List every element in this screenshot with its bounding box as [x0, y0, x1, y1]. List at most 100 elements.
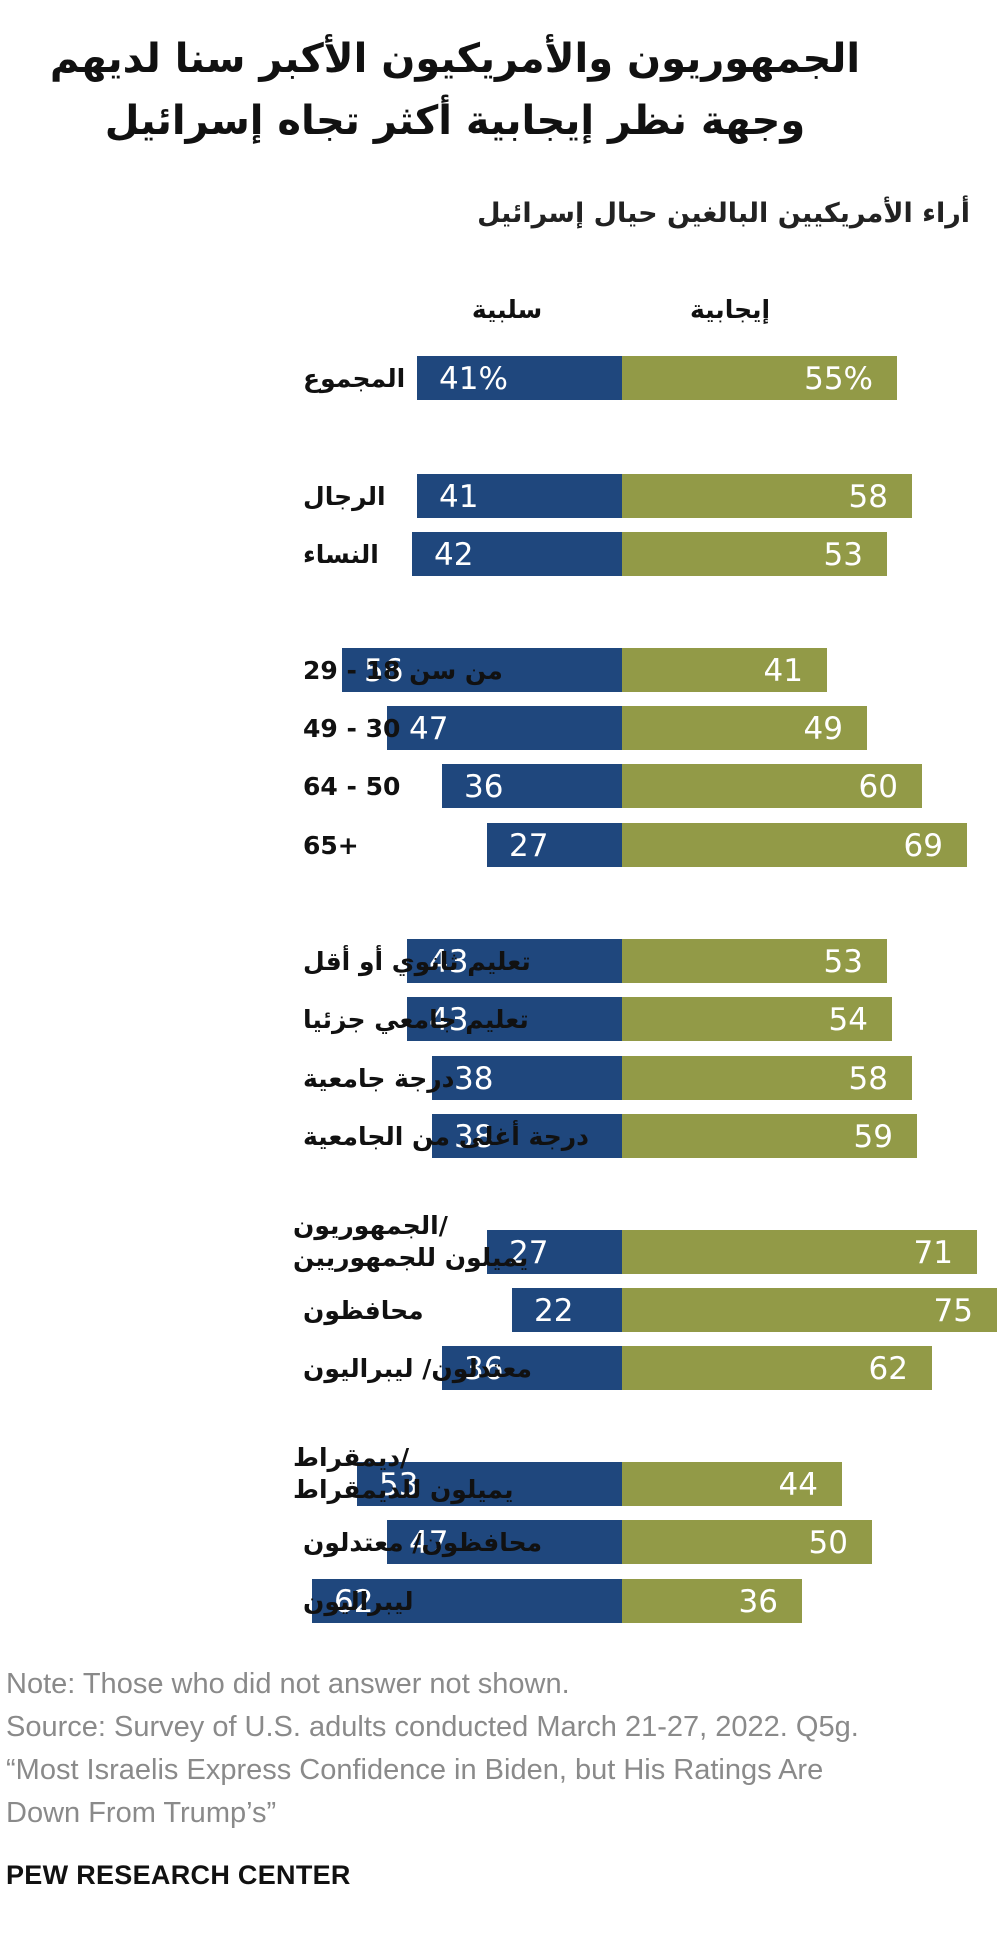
- chart-row: 62 36 ليبراليون: [303, 1579, 802, 1623]
- bar-positive: [622, 1520, 872, 1564]
- value-label-positive: 69: [904, 828, 943, 864]
- value-label-negative: 56: [364, 653, 403, 689]
- value-label-positive: 36: [739, 1584, 778, 1620]
- bar-negative: [407, 997, 622, 1041]
- category-label: 30 - 49: [303, 714, 400, 743]
- bar-positive: [622, 474, 912, 518]
- bar-positive: [622, 1579, 802, 1623]
- bar-negative: [407, 939, 622, 983]
- bar-negative: [442, 1346, 622, 1390]
- bar-positive: [622, 1462, 842, 1506]
- bar-negative: [512, 1288, 622, 1332]
- value-label-positive: 58: [849, 479, 888, 515]
- value-label-negative: 43: [429, 1002, 468, 1038]
- category-label: النساء: [303, 540, 379, 569]
- category-label: الرجال: [303, 482, 386, 512]
- value-label-positive: 41: [764, 653, 803, 689]
- value-label-positive: 44: [779, 1467, 818, 1503]
- bar-positive: [622, 1288, 997, 1332]
- chart-row: 43 53 تعليم ثانوي أو أقل: [303, 939, 887, 983]
- bar-negative: [432, 1114, 622, 1158]
- bar-positive: [622, 1114, 917, 1158]
- value-label-negative: 62: [334, 1584, 373, 1620]
- value-label-positive: 54: [829, 1002, 868, 1038]
- chart-row: 43 54 تعليم جامعي جزئيا: [303, 997, 892, 1041]
- chart-row: 36 62 معتدلون/ ليبراليون: [303, 1346, 932, 1390]
- value-label-negative: 47: [409, 1525, 448, 1561]
- chart-row: 27 69 +65: [303, 823, 967, 867]
- category-label: ليبراليون: [303, 1587, 414, 1617]
- bar-positive: [622, 939, 887, 983]
- chart-row: 22 75 محافظون: [303, 1288, 997, 1332]
- chart-row: 36 60 50 - 64: [303, 764, 922, 808]
- diverging-bar-chart: سلبية إيجابية 41% 55% المجموع 41 58 الرجال 42 53 ا…: [293, 295, 997, 1623]
- chart-subtitle: أراء الأمريكيين البالغين حيال إسرائيل: [477, 198, 970, 229]
- value-label-positive: 62: [869, 1351, 908, 1387]
- value-label-positive: 75: [934, 1293, 973, 1329]
- bar-negative: [387, 706, 622, 750]
- bar-negative: [357, 1462, 622, 1506]
- category-label: /ديمقراط: [293, 1443, 410, 1473]
- category-label-line-2: يميلون للجمهوريين: [293, 1243, 528, 1273]
- category-label: درجة جامعية: [303, 1064, 455, 1093]
- bar-negative: [342, 648, 622, 692]
- value-label-positive: 59: [854, 1119, 893, 1155]
- category-label: تعليم ثانوي أو أقل: [303, 945, 531, 977]
- bar-positive: [622, 764, 922, 808]
- category-label: تعليم جامعي جزئيا: [303, 1005, 529, 1035]
- value-label-negative: 41%: [439, 361, 508, 397]
- value-label-negative: 27: [509, 828, 548, 864]
- bar-positive: [622, 356, 897, 400]
- value-label-positive: 71: [914, 1235, 953, 1271]
- value-label-positive: 60: [859, 769, 898, 805]
- value-label-positive: 49: [804, 711, 843, 747]
- legend-negative: سلبية: [472, 295, 542, 324]
- pew-logo-text: PEW RESEARCH CENTER: [6, 1860, 351, 1890]
- chart-row: 38 59 درجة أغلى من الجامعية: [303, 1114, 917, 1158]
- value-label-negative: 38: [454, 1061, 493, 1097]
- value-label-negative: 47: [409, 711, 448, 747]
- bar-positive: [622, 1056, 912, 1100]
- value-label-negative: 22: [534, 1293, 573, 1329]
- chart-row: 42 53 النساء: [303, 532, 887, 576]
- category-label: من سن 18 - 29: [303, 656, 503, 686]
- bar-negative: [417, 356, 622, 400]
- bar-negative: [312, 1579, 622, 1623]
- report-title-line: “Most Israelis Express Confidence in Bid…: [6, 1754, 824, 1786]
- bar-positive: [622, 648, 827, 692]
- chart-row: 47 49 30 - 49: [303, 706, 867, 750]
- value-label-positive: 58: [849, 1061, 888, 1097]
- category-label: +65: [303, 831, 359, 860]
- bar-positive: [622, 1230, 977, 1274]
- value-label-positive: 53: [824, 944, 863, 980]
- category-label-line-2: يميلون للديمقراط: [293, 1475, 514, 1505]
- category-label: معتدلون/ ليبراليون: [303, 1354, 532, 1384]
- bar-positive: [622, 997, 892, 1041]
- bar-negative: [432, 1056, 622, 1100]
- category-label: المجموع: [303, 364, 405, 394]
- notes-section: Note: Those who did not answer not shown…: [6, 1663, 986, 1835]
- chart-row: 38 58 درجة جامعية: [303, 1056, 912, 1100]
- category-label: 50 - 64: [303, 772, 400, 801]
- category-label: محافظون/ معتدلون: [303, 1528, 542, 1558]
- value-label-positive: 50: [809, 1525, 848, 1561]
- chart-title-line-1: الجمهوريون والأمريكيون الأكبر سنا لديهم: [49, 36, 861, 82]
- bar-positive: [622, 532, 887, 576]
- bar-negative: [417, 474, 622, 518]
- value-label-negative: 41: [439, 479, 478, 515]
- report-title-line-cont: Down From Trump’s”: [6, 1797, 277, 1829]
- value-label-negative: 42: [434, 537, 473, 573]
- legend-positive: إيجابية: [690, 295, 770, 324]
- value-label-negative: 36: [464, 1351, 503, 1387]
- bar-positive: [622, 823, 967, 867]
- value-label-negative: 43: [429, 944, 468, 980]
- category-label: محافظون: [303, 1296, 424, 1326]
- chart-row: 56 41 من سن 18 - 29: [303, 648, 827, 692]
- category-label: /الجمهوريون: [293, 1211, 449, 1241]
- chart-row: 41% 55% المجموع: [303, 356, 897, 400]
- bar-negative: [487, 823, 622, 867]
- source-line: Source: Survey of U.S. adults conducted …: [6, 1711, 859, 1743]
- chart-title-line-2: وجهة نظر إيجابية أكثر تجاه إسرائيل: [104, 98, 806, 144]
